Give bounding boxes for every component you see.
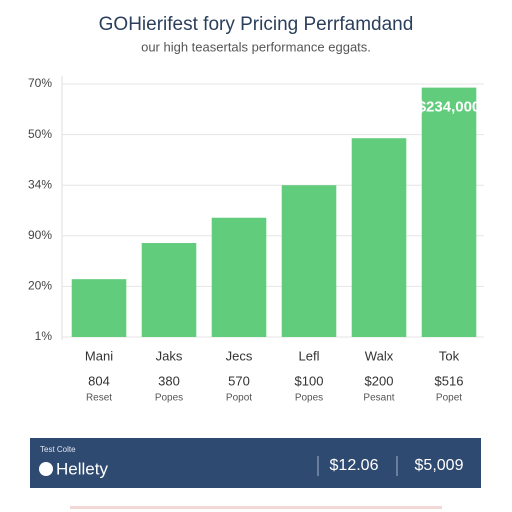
category-note: Reset [86, 393, 112, 404]
category-price: $100 [295, 373, 324, 388]
bar [71, 279, 127, 337]
category-note: Pesant [363, 393, 394, 404]
bar [421, 87, 477, 337]
footer-bar [30, 438, 481, 488]
category-price: 570 [228, 373, 250, 388]
category-price: $516 [435, 373, 464, 388]
footer-brand: Hellety [56, 459, 108, 478]
bar [211, 217, 267, 337]
x-tick-label: Mani [85, 348, 113, 363]
chart-title: GOHierifest fory Pricing Perrfamdand [99, 14, 414, 35]
category-note: Popot [226, 393, 252, 404]
x-tick-label: Jecs [226, 348, 253, 363]
category-note: Popes [295, 393, 323, 404]
x-tick-label: Lefl [299, 348, 320, 363]
y-tick-label: 34% [28, 177, 52, 191]
bar [281, 185, 337, 337]
x-tick-label: Jaks [156, 348, 183, 363]
plot: 1% 20% 90% 34% 50% 70% Mani 804 Reset Jaks 380 Pope… [28, 76, 484, 404]
y-tick-label: 90% [28, 228, 52, 242]
y-tick-label: 20% [28, 279, 52, 293]
category-note: Popet [436, 393, 462, 404]
y-tick-label: 1% [35, 329, 53, 343]
bottom-rule [70, 506, 442, 509]
x-tick-label: Walx [365, 348, 394, 363]
bar [351, 138, 407, 337]
category-price: 380 [158, 373, 180, 388]
y-tick-label: 70% [28, 76, 52, 90]
bar-annotation: $234,000 [418, 99, 481, 116]
footer-logo [39, 462, 53, 476]
category-price: 804 [88, 373, 110, 388]
footer-caption: Test Colte [40, 445, 76, 454]
category-price: $200 [365, 373, 394, 388]
category-note: Popes [155, 393, 183, 404]
y-tick-label: 50% [28, 127, 52, 141]
x-tick-label: Tok [439, 348, 460, 363]
footer-amount: $5,009 [415, 457, 464, 474]
chart-subtitle: our high teasertals performance eggats. [141, 39, 371, 54]
bar [141, 243, 197, 337]
footer-amount: $12.06 [330, 457, 379, 474]
